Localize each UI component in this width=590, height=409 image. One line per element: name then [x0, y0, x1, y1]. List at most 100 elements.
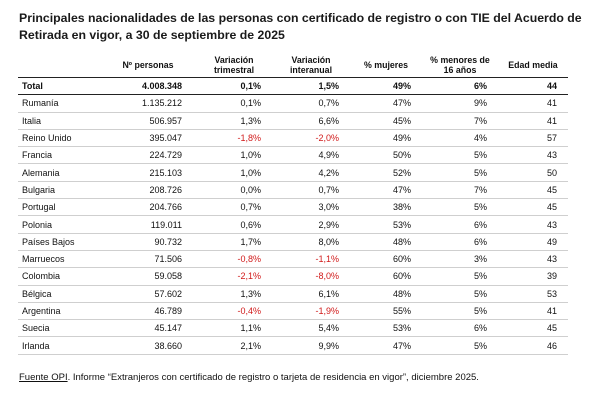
cell-var-interanual: -1,1% [272, 250, 350, 269]
table-total-row: Total 4.008.348 0,1% 1,5% 49% 6% 44 [18, 77, 568, 96]
source-label: Fuente OPI [19, 372, 68, 383]
cell-menores: 7% [422, 112, 498, 130]
table-row: Bélgica 57.602 1,3% 6,1% 48% 5% 53 [18, 285, 568, 303]
header-menores: % menores de 16 años [422, 52, 498, 78]
cell-menores: 5% [422, 336, 498, 355]
header-mujeres: % mujeres [350, 52, 422, 78]
cell-edad: 41 [498, 302, 568, 321]
cell-var-trimestral: 1,0% [196, 163, 272, 182]
cell-edad: 50 [498, 163, 568, 182]
cell-personas: 208.726 [100, 181, 196, 200]
header-menores-line2: 16 años [443, 64, 477, 75]
cell-edad: 53 [498, 285, 568, 303]
cell-country: Marruecos [18, 250, 100, 269]
cell-var-trimestral: 1,3% [196, 285, 272, 303]
cell-var-interanual: 4,2% [272, 163, 350, 182]
cell-mujeres: 49% [350, 129, 422, 148]
cell-personas: 59.058 [100, 267, 196, 286]
cell-var-trimestral: 1,7% [196, 233, 272, 251]
cell-menores: 3% [422, 250, 498, 269]
table-row: Alemania 215.103 1,0% 4,2% 52% 5% 50 [18, 163, 568, 182]
cell-var-interanual: 6,1% [272, 285, 350, 303]
cell-edad: 45 [498, 181, 568, 200]
cell-country: Colombia [18, 267, 100, 286]
cell-personas: 38.660 [100, 336, 196, 355]
cell-country: Bélgica [18, 285, 100, 303]
table-row: Argentina 46.789 -0,4% -1,9% 55% 5% 41 [18, 302, 568, 321]
table-row: Colombia 59.058 -2,1% -8,0% 60% 5% 39 [18, 267, 568, 286]
cell-edad: 41 [498, 94, 568, 113]
cell-country: Bulgaria [18, 181, 100, 200]
cell-mujeres: 48% [350, 285, 422, 303]
cell-var-trimestral: -2,1% [196, 267, 272, 286]
cell-edad: 46 [498, 336, 568, 355]
cell-mujeres: 47% [350, 94, 422, 113]
cell-mujeres: 52% [350, 163, 422, 182]
cell-personas: 224.729 [100, 146, 196, 165]
nationalities-table: Nº personas Variación trimestral Variaci… [18, 52, 568, 355]
cell-country: Polonia [18, 215, 100, 234]
cell-var-interanual: -8,0% [272, 267, 350, 286]
header-var-interanual-line2: interanual [289, 64, 333, 75]
cell-country: Rumanía [18, 94, 100, 113]
cell-mujeres: 47% [350, 336, 422, 355]
cell-country: Total [18, 77, 100, 96]
cell-var-trimestral: 0,1% [196, 94, 272, 113]
cell-country: Irlanda [18, 336, 100, 355]
table-body: Total 4.008.348 0,1% 1,5% 49% 6% 44 Rumanía 1.13… [18, 77, 568, 355]
header-menores-line1: % menores de [430, 54, 490, 65]
table-row: Italia 506.957 1,3% 6,6% 45% 7% 41 [18, 112, 568, 130]
table-row: Rumanía 1.135.212 0,1% 0,7% 47% 9% 41 [18, 94, 568, 113]
cell-var-interanual: 9,9% [272, 336, 350, 355]
cell-country: Portugal [18, 198, 100, 217]
header-edad: Edad media [498, 52, 568, 78]
cell-var-trimestral: 0,6% [196, 215, 272, 234]
cell-menores: 6% [422, 319, 498, 338]
cell-personas: 1.135.212 [100, 94, 196, 113]
cell-var-trimestral: -0,8% [196, 250, 272, 269]
cell-var-trimestral: 1,1% [196, 319, 272, 338]
cell-edad: 43 [498, 215, 568, 234]
cell-var-interanual: 6,6% [272, 112, 350, 130]
cell-personas: 506.957 [100, 112, 196, 130]
cell-edad: 41 [498, 112, 568, 130]
cell-menores: 9% [422, 94, 498, 113]
cell-edad: 57 [498, 129, 568, 148]
table-header-row: Nº personas Variación trimestral Variaci… [18, 52, 568, 78]
cell-var-interanual: 0,7% [272, 94, 350, 113]
cell-menores: 5% [422, 267, 498, 286]
cell-menores: 5% [422, 146, 498, 165]
cell-personas: 4.008.348 [100, 77, 196, 96]
cell-mujeres: 55% [350, 302, 422, 321]
cell-country: Suecia [18, 319, 100, 338]
cell-menores: 5% [422, 198, 498, 217]
cell-edad: 43 [498, 146, 568, 165]
cell-menores: 6% [422, 77, 498, 96]
cell-var-trimestral: 0,1% [196, 77, 272, 96]
cell-personas: 119.011 [100, 215, 196, 234]
cell-menores: 6% [422, 215, 498, 234]
cell-personas: 395.047 [100, 129, 196, 148]
cell-country: Reino Unido [18, 129, 100, 148]
page-title: Principales nacionalidades de las person… [19, 10, 582, 44]
cell-var-interanual: -2,0% [272, 129, 350, 148]
table-row: Portugal 204.766 0,7% 3,0% 38% 5% 45 [18, 198, 568, 217]
cell-edad: 44 [498, 77, 568, 96]
cell-edad: 43 [498, 250, 568, 269]
table-row: Países Bajos 90.732 1,7% 8,0% 48% 6% 49 [18, 233, 568, 251]
cell-var-trimestral: 0,0% [196, 181, 272, 200]
cell-personas: 57.602 [100, 285, 196, 303]
cell-mujeres: 48% [350, 233, 422, 251]
cell-var-interanual: 0,7% [272, 181, 350, 200]
cell-mujeres: 45% [350, 112, 422, 130]
source-text: . Informe “Extranjeros con certificado d… [67, 372, 479, 383]
cell-country: Argentina [18, 302, 100, 321]
header-var-trimestral-line1: Variación [214, 54, 254, 65]
cell-var-interanual: 8,0% [272, 233, 350, 251]
cell-var-interanual: 5,4% [272, 319, 350, 338]
table-row: Irlanda 38.660 2,1% 9,9% 47% 5% 46 [18, 336, 568, 355]
cell-menores: 4% [422, 129, 498, 148]
table-row: Polonia 119.011 0,6% 2,9% 53% 6% 43 [18, 215, 568, 234]
cell-menores: 5% [422, 163, 498, 182]
cell-personas: 46.789 [100, 302, 196, 321]
